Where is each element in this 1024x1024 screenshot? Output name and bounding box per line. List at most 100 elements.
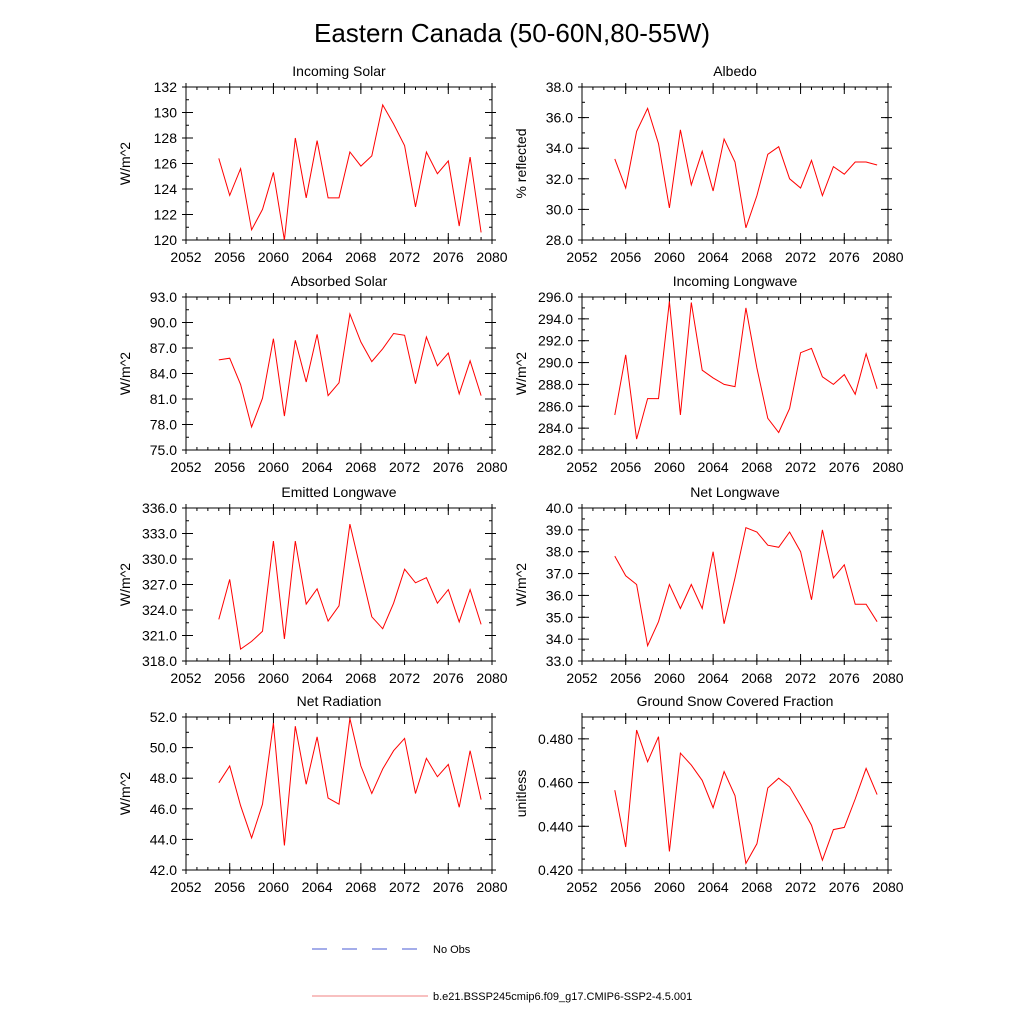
plot-frame [185, 716, 493, 871]
x-tick-label: 2068 [345, 459, 376, 475]
x-tick-label: 2068 [741, 459, 772, 475]
x-tick-label: 2076 [829, 249, 860, 265]
y-tick-label: 52.0 [150, 709, 177, 725]
panel-title: Incoming Solar [292, 63, 386, 79]
y-tick-label: 327.0 [142, 577, 177, 593]
x-tick-label: 2064 [698, 249, 729, 265]
x-tick-label: 2052 [170, 879, 201, 895]
x-tick-label: 2076 [829, 670, 860, 686]
x-tick-label: 2080 [872, 459, 903, 475]
x-tick-label: 2056 [610, 879, 641, 895]
y-tick-label: 50.0 [150, 740, 177, 756]
chart-panel-absorbed-solar: 2052 2056 2060 2064 2068 2072 2076 2080 75.0 78.0… [117, 273, 508, 475]
x-tick-label: 2056 [214, 670, 245, 686]
y-axis-label: W/m^2 [117, 563, 133, 606]
y-tick-label: 48.0 [150, 770, 177, 786]
x-tick-label: 2080 [476, 670, 507, 686]
y-tick-label: 87.0 [150, 340, 177, 356]
y-tick-label: 330.0 [142, 551, 177, 567]
y-tick-label: 93.0 [150, 289, 177, 305]
y-tick-label: 122 [154, 207, 178, 223]
x-tick-label: 2072 [785, 249, 816, 265]
y-tick-label: 33.0 [546, 653, 573, 669]
x-tick-label: 2072 [389, 249, 420, 265]
x-tick-label: 2072 [389, 879, 420, 895]
x-tick-label: 2068 [741, 879, 772, 895]
y-tick-label: 0.440 [538, 818, 573, 834]
x-tick-label: 2072 [389, 670, 420, 686]
chart-panel-emitted-longwave: 2052 2056 2060 2064 2068 2072 2076 2080 318.0 321… [117, 484, 508, 686]
legend: No Obs b.e21.BSSP245cmip6.f09_g17.CMIP6-… [312, 944, 692, 1003]
x-tick-label: 2068 [345, 879, 376, 895]
y-tick-label: 324.0 [142, 602, 177, 618]
x-tick-label: 2056 [214, 459, 245, 475]
x-tick-label: 2068 [345, 670, 376, 686]
chart-panel-albedo: 2052 2056 2060 2064 2068 2072 2076 2080 28.0 30.0… [513, 63, 904, 265]
series-line [614, 527, 878, 648]
x-tick-label: 2064 [302, 249, 333, 265]
y-tick-label: 42.0 [150, 862, 177, 878]
y-tick-label: 36.0 [546, 110, 573, 126]
y-axis-label: W/m^2 [117, 772, 133, 815]
x-tick-label: 2060 [258, 459, 289, 475]
chart-panel-incoming-longwave: 2052 2056 2060 2064 2068 2072 2076 2080 282.0 284… [513, 273, 904, 475]
x-tick-label: 2080 [872, 670, 903, 686]
y-tick-label: 318.0 [142, 653, 177, 669]
y-tick-label: 120 [154, 232, 178, 248]
y-axis-label: W/m^2 [117, 352, 133, 395]
x-tick-label: 2076 [829, 459, 860, 475]
x-tick-label: 2052 [566, 670, 597, 686]
x-tick-label: 2060 [654, 670, 685, 686]
y-tick-label: 286.0 [538, 398, 573, 414]
figure-title: Eastern Canada (50-60N,80-55W) [314, 18, 710, 48]
plot-frame [185, 296, 493, 451]
y-tick-label: 90.0 [150, 315, 177, 331]
y-tick-label: 0.480 [538, 731, 573, 747]
chart-panel-incoming-solar: 2052 2056 2060 2064 2068 2072 2076 2080 120 122 12… [117, 63, 508, 265]
x-tick-label: 2072 [785, 879, 816, 895]
x-tick-label: 2052 [170, 249, 201, 265]
y-axis-label: W/m^2 [513, 352, 529, 395]
y-tick-label: 0.460 [538, 775, 573, 791]
y-tick-label: 336.0 [142, 500, 177, 516]
x-tick-label: 2060 [654, 459, 685, 475]
x-tick-label: 2052 [566, 879, 597, 895]
x-tick-label: 2056 [610, 670, 641, 686]
x-tick-label: 2060 [654, 879, 685, 895]
panel-title: Net Radiation [297, 693, 382, 709]
x-tick-label: 2076 [433, 879, 464, 895]
y-tick-label: 40.0 [546, 500, 573, 516]
plot-frame [581, 507, 889, 662]
y-axis-label: % reflected [513, 128, 529, 198]
x-tick-label: 2068 [741, 670, 772, 686]
y-tick-label: 0.420 [538, 862, 573, 878]
x-tick-label: 2052 [566, 459, 597, 475]
y-tick-label: 290.0 [538, 355, 573, 371]
y-tick-label: 296.0 [538, 289, 573, 305]
plot-frame [581, 716, 889, 871]
y-tick-label: 39.0 [546, 522, 573, 538]
x-tick-label: 2076 [433, 459, 464, 475]
x-tick-label: 2056 [214, 879, 245, 895]
x-tick-label: 2076 [829, 879, 860, 895]
y-tick-label: 36.0 [546, 587, 573, 603]
y-tick-label: 46.0 [150, 801, 177, 817]
series-line [218, 718, 482, 846]
x-tick-label: 2080 [476, 459, 507, 475]
series-line [614, 107, 878, 228]
x-tick-label: 2060 [258, 670, 289, 686]
y-tick-label: 128 [154, 130, 178, 146]
y-tick-label: 124 [154, 181, 178, 197]
x-tick-label: 2072 [389, 459, 420, 475]
chart-panel-ground-snow-covered-fraction: 2052 2056 2060 2064 2068 2072 2076 2080 0.420 0.4… [513, 693, 904, 895]
y-tick-label: 38.0 [546, 544, 573, 560]
series-line [614, 729, 878, 865]
y-axis-label: W/m^2 [117, 142, 133, 185]
x-tick-label: 2056 [214, 249, 245, 265]
y-tick-label: 28.0 [546, 232, 573, 248]
chart-panel-net-longwave: 2052 2056 2060 2064 2068 2072 2076 2080 33.0 34.0… [513, 484, 904, 686]
x-tick-label: 2060 [258, 879, 289, 895]
x-tick-label: 2052 [566, 249, 597, 265]
y-tick-label: 34.0 [546, 140, 573, 156]
